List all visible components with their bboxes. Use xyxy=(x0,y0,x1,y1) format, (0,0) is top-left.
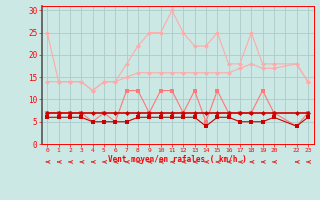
X-axis label: Vent moyen/en rafales ( km/h ): Vent moyen/en rafales ( km/h ) xyxy=(108,155,247,164)
